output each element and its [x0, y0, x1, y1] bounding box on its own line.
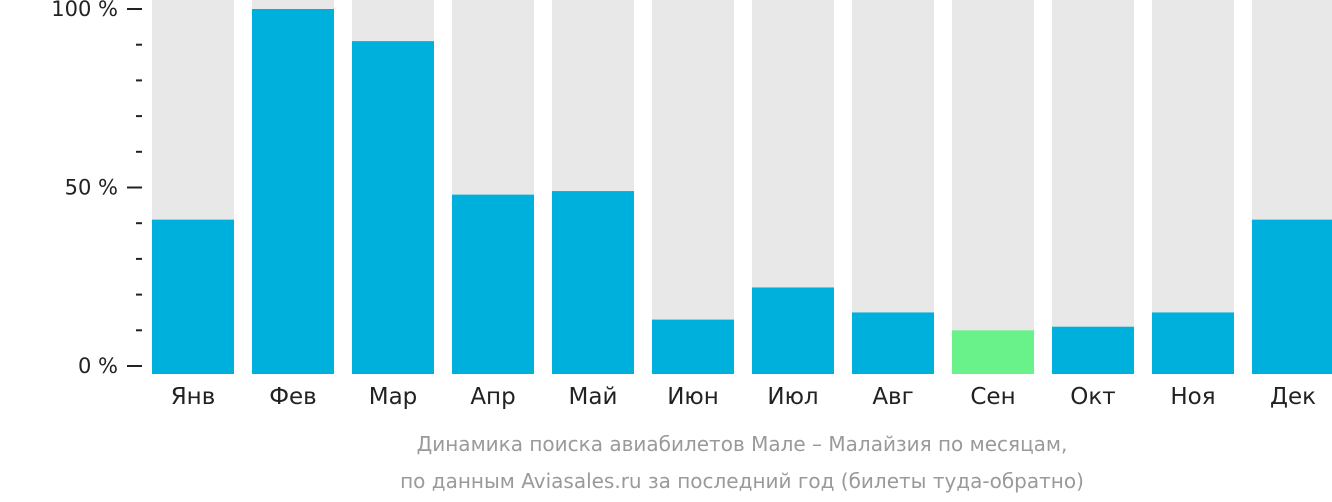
- bar-дек: [1252, 219, 1332, 374]
- x-tick-label: Июн: [667, 384, 719, 410]
- bar-track-авг: [852, 0, 934, 374]
- x-tick-label: Сен: [970, 384, 1015, 410]
- bar-июл: [752, 287, 834, 374]
- x-tick-label: Май: [569, 384, 618, 410]
- y-tick-label: 50 %: [65, 176, 118, 200]
- bar-ноя: [1152, 312, 1234, 374]
- bar-авг: [852, 312, 934, 374]
- x-tick-label: Окт: [1070, 384, 1115, 410]
- bar-track-окт: [1052, 0, 1134, 374]
- bar-мар: [352, 41, 434, 374]
- chart-caption-line-2: по данным Aviasales.ru за последний год …: [400, 469, 1084, 493]
- y-tick-label: 0 %: [78, 354, 118, 378]
- bar-track-сен: [952, 0, 1034, 374]
- bar-track-ноя: [1152, 0, 1234, 374]
- bars: [152, 0, 1332, 374]
- x-tick-label: Апр: [470, 384, 515, 410]
- bar-фев: [252, 9, 334, 374]
- x-tick-label: Мар: [369, 384, 418, 410]
- y-axis: 100 % 50 % 0 %: [51, 0, 142, 378]
- bar-сен: [952, 330, 1034, 374]
- x-tick-label: Янв: [171, 384, 216, 410]
- x-tick-label: Июл: [767, 384, 818, 410]
- x-axis-labels: Янв Фев Мар Апр Май Июн Июл Авг Сен Окт Ноя Дек: [171, 384, 1316, 410]
- y-tick-label: 100 %: [51, 0, 118, 21]
- bar-май: [552, 191, 634, 374]
- bar-июн: [652, 319, 734, 374]
- x-tick-label: Дек: [1270, 384, 1316, 410]
- bar-янв: [152, 219, 234, 374]
- x-tick-label: Ноя: [1170, 384, 1215, 410]
- chart-caption-line-1: Динамика поиска авиабилетов Мале – Малай…: [417, 432, 1068, 456]
- bar-окт: [1052, 326, 1134, 374]
- x-tick-label: Авг: [872, 384, 913, 410]
- bar-track-июн: [652, 0, 734, 374]
- bar-апр: [452, 194, 534, 374]
- x-tick-label: Фев: [269, 384, 317, 410]
